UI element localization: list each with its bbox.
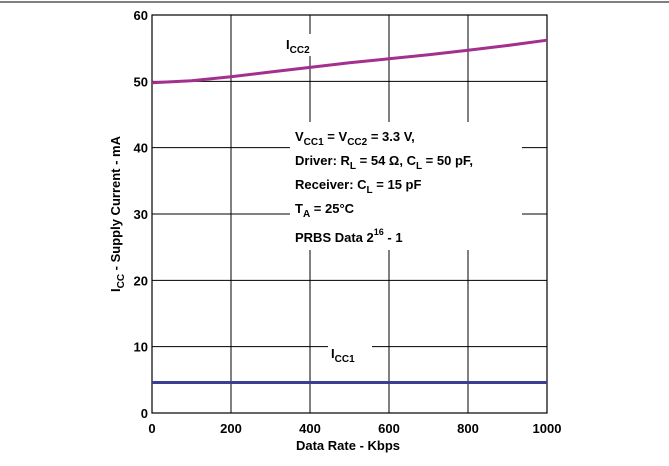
series-line-cc2 xyxy=(151,38,548,85)
cond3-a: Receiver: C xyxy=(295,177,367,192)
cond2-b: = 54 Ω, C xyxy=(356,153,417,168)
y-tick-label: 10 xyxy=(134,340,148,355)
icc1-label-bg xyxy=(328,342,372,366)
series-label-icc2: ICC2 xyxy=(286,37,310,56)
y-axis-title-sub: CC xyxy=(116,274,127,288)
cond3-a-sub: L xyxy=(367,185,373,196)
condition-line-1: VCC1 = VCC2 = 3.3 V, xyxy=(295,129,415,148)
x-tick-label: 200 xyxy=(220,421,242,436)
y-tick-label: 60 xyxy=(134,8,148,23)
cond2-a-sub: L xyxy=(350,161,356,172)
y-tick-label: 30 xyxy=(134,207,148,222)
cond1-a-sub: CC1 xyxy=(304,137,324,148)
cond3-b: = 15 pF xyxy=(373,177,422,192)
y-axis-title-rest: - Supply Current - mA xyxy=(108,135,123,274)
cond4-a-sub: A xyxy=(303,209,310,220)
condition-line-4: TA = 25°C xyxy=(295,201,355,220)
series-layer xyxy=(151,38,548,384)
cond4-a: T xyxy=(295,201,303,216)
y-axis-title: ICC - Supply Current - mA xyxy=(108,135,127,292)
cond2-a: Driver: R xyxy=(295,153,351,168)
cond2-b-sub: L xyxy=(416,161,422,172)
icc2-label-main: I xyxy=(286,37,290,52)
cond5-a-sup: 16 xyxy=(374,227,384,237)
y-tick-label: 50 xyxy=(134,74,148,89)
x-axis-title: Data Rate - Kbps xyxy=(296,438,400,453)
icc2-label-bg xyxy=(283,34,331,56)
x-tick-label: 400 xyxy=(299,421,321,436)
x-tick-label: 600 xyxy=(378,421,400,436)
y-tick-label: 40 xyxy=(134,141,148,156)
icc1-label-sub: CC1 xyxy=(335,354,355,365)
condition-line-3: Receiver: CL = 15 pF xyxy=(295,177,421,196)
labels: 0 200 400 600 800 1000 0 10 20 30 40 50 60 xyxy=(134,8,562,436)
condition-line-2: Driver: RL = 54 Ω, CL = 50 pF, xyxy=(295,153,473,172)
x-tick-label: 0 xyxy=(148,421,155,436)
icc1-label-main: I xyxy=(331,346,335,361)
y-axis-title-main: I xyxy=(108,288,123,292)
y-tick-label: 0 xyxy=(141,406,148,421)
cond1-c: = 3.3 V, xyxy=(367,129,415,144)
cond5-b: - 1 xyxy=(384,230,403,245)
condition-line-5: PRBS Data 216 - 1 xyxy=(295,227,403,245)
axes xyxy=(151,14,548,414)
conditions-bg xyxy=(290,122,522,250)
x-tick-label: 800 xyxy=(457,421,479,436)
plot-frame xyxy=(151,14,548,414)
cond2-c: = 50 pF, xyxy=(422,153,473,168)
cond5-a: PRBS Data 2 xyxy=(295,230,374,245)
series-label-icc1: ICC1 xyxy=(331,346,355,365)
cond4-b: = 25°C xyxy=(310,201,354,216)
cond1-a: V xyxy=(295,129,304,144)
icc2-label-sub: CC2 xyxy=(290,45,310,56)
cond1-b-sub: CC2 xyxy=(347,137,367,148)
y-tick-label: 20 xyxy=(134,273,148,288)
x-tick-label: 1000 xyxy=(533,421,562,436)
cond1-b: = V xyxy=(324,129,348,144)
